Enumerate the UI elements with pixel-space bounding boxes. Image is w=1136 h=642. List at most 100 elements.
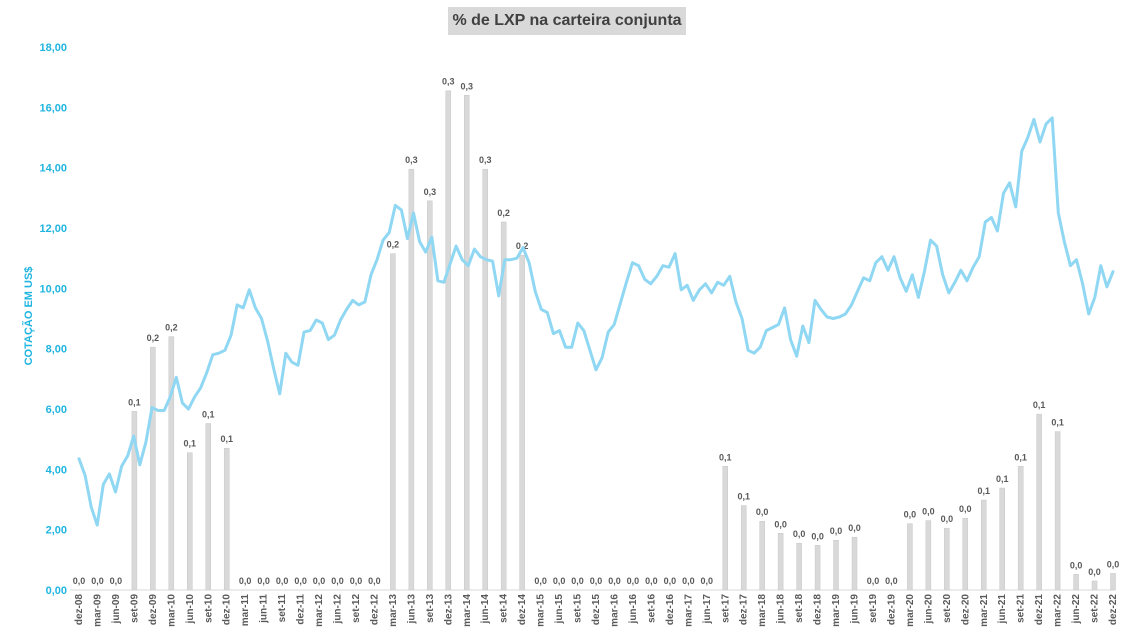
x-tick-label: set-16 (646, 594, 657, 623)
bar (390, 253, 396, 591)
x-tick-label: mar-10 (166, 594, 177, 627)
bar (500, 221, 507, 591)
x-tick-label: set-11 (277, 594, 288, 623)
x-tick-label: mar-14 (462, 594, 473, 627)
bar (168, 336, 175, 591)
bar (427, 200, 433, 591)
bar (944, 527, 950, 591)
chart-title-box: % de LXP na carteira conjunta (448, 7, 686, 35)
bar-data-label: 0,0 (110, 576, 123, 586)
bar-data-label: 0,3 (442, 77, 455, 87)
bar-data-label: 0,0 (682, 576, 695, 586)
x-tick-label: mar-18 (757, 594, 768, 627)
x-tick-label: dez-20 (960, 594, 971, 626)
x-axis-ticks: dez-08 mar-09 jun-09 set-09 dez-09 mar-10 jun-… (74, 594, 1119, 627)
y-tick-label: 0,00 (46, 585, 67, 597)
y-tick-label: 14,00 (39, 163, 67, 175)
bar (1110, 573, 1116, 591)
y-tick-label: 16,00 (39, 102, 67, 114)
x-tick-label: set-10 (203, 594, 214, 623)
bar-data-label: 0,0 (294, 576, 307, 586)
bar (1073, 574, 1079, 591)
x-tick-label: jun-10 (185, 594, 196, 625)
bar-data-label: 0,0 (848, 523, 861, 533)
bar (814, 545, 821, 591)
bar-data-label: 0,0 (331, 576, 344, 586)
x-tick-label: dez-11 (296, 594, 307, 625)
x-tick-label: dez-15 (591, 594, 602, 626)
bar-data-label: 0,0 (590, 576, 603, 586)
bar-data-label: 0,0 (73, 576, 86, 586)
bar (1091, 580, 1098, 591)
x-tick-label: jun-13 (406, 594, 417, 625)
bar-data-label: 0,2 (497, 208, 510, 218)
bar (131, 411, 138, 591)
x-tick-label: set-21 (1016, 594, 1027, 623)
bar-data-label: 0,1 (977, 486, 990, 496)
price-line (77, 116, 1115, 527)
bar (981, 499, 987, 591)
bar (205, 423, 211, 591)
y-tick-label: 6,00 (46, 404, 67, 416)
bar-data-label: 0,0 (91, 576, 104, 586)
bar (1036, 413, 1042, 591)
bar-data-label: 0,0 (830, 526, 843, 536)
bar-data-label: 0,0 (756, 507, 769, 517)
bar-data-label: 0,0 (313, 576, 326, 586)
line-series (77, 116, 1115, 527)
bar (150, 346, 156, 591)
bar (445, 90, 452, 591)
bar (833, 539, 839, 591)
bar-data-label: 0,0 (922, 507, 935, 517)
bar-series (131, 90, 1116, 591)
bar (962, 517, 969, 591)
bar-data-label: 0,1 (220, 434, 233, 444)
bar-data-label: 0,2 (387, 240, 400, 250)
y-tick-label: 8,00 (46, 344, 67, 356)
bar-data-label: 0,0 (627, 576, 640, 586)
bar-data-label: 0,0 (811, 531, 824, 541)
x-tick-label: set-18 (794, 594, 805, 623)
x-tick-label: mar-17 (683, 594, 694, 627)
x-tick-label: jun-18 (776, 594, 787, 625)
x-tick-label: dez-16 (665, 594, 676, 626)
x-tick-label: set-09 (129, 594, 140, 623)
bar-data-label: 0,0 (368, 576, 381, 586)
bar-data-label: 0,0 (276, 576, 289, 586)
x-tick-label: dez-17 (739, 594, 750, 626)
bar (777, 533, 784, 591)
y-axis-ticks: 0,00 2,00 4,00 6,00 8,00 10,00 12,00 14,00 16,00… (39, 42, 67, 597)
bar-data-label: 0,3 (460, 81, 473, 91)
bar-data-label: 0,0 (701, 576, 714, 586)
data-labels: 0,0 0,0 0,0 0,1 0,2 0,2 0,1 0,1 0,1 0,0 0,0 0,0 0,0 0… (73, 77, 1120, 586)
bar (796, 542, 802, 591)
x-tick-label: mar-20 (905, 594, 916, 627)
x-tick-label: jun-09 (111, 594, 122, 625)
bar-data-label: 0,1 (996, 474, 1009, 484)
bar-data-label: 0,0 (1070, 560, 1083, 570)
bar (464, 95, 470, 591)
x-tick-label: jun-14 (480, 594, 491, 625)
bar (740, 505, 747, 591)
x-tick-label: dez-19 (886, 594, 897, 626)
bar-data-label: 0,2 (165, 323, 178, 333)
bar-data-label: 0,1 (737, 492, 750, 502)
x-tick-label: dez-18 (813, 594, 824, 626)
bar (999, 487, 1005, 591)
bar (907, 523, 913, 591)
x-tick-label: dez-10 (222, 594, 233, 626)
bar-data-label: 0,0 (664, 576, 677, 586)
chart-title: % de LXP na carteira conjunta (452, 12, 682, 29)
x-tick-label: dez-14 (517, 594, 528, 626)
bar-data-label: 0,3 (424, 187, 437, 197)
bar (482, 168, 488, 591)
bar (759, 520, 765, 591)
bar (519, 254, 525, 591)
bar-data-label: 0,0 (1107, 559, 1120, 569)
bar-data-label: 0,0 (904, 510, 917, 520)
bar-data-label: 0,1 (128, 397, 141, 407)
y-tick-label: 2,00 (46, 525, 67, 537)
bar-data-label: 0,0 (774, 519, 787, 529)
bar-data-label: 0,1 (719, 452, 732, 462)
x-tick-label: mar-13 (388, 594, 399, 627)
